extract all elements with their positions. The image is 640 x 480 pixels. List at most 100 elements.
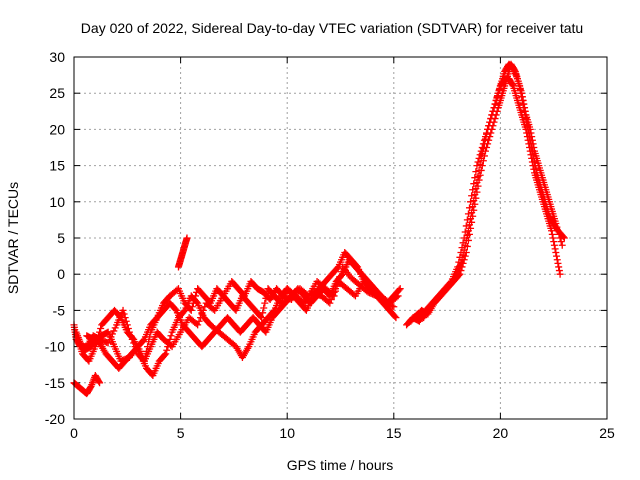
data-point	[508, 81, 516, 89]
y-tick-label: 15	[49, 158, 65, 174]
data-point	[116, 312, 124, 320]
data-point	[474, 182, 482, 190]
data-point	[493, 107, 501, 115]
y-tick-label: -20	[45, 411, 65, 427]
data-point	[95, 332, 103, 340]
data-point	[122, 317, 130, 325]
data-point	[531, 162, 539, 170]
data-point	[553, 256, 561, 264]
data-point	[327, 296, 335, 304]
data-point	[518, 96, 526, 104]
data-points	[70, 60, 568, 398]
data-point	[129, 334, 137, 342]
data-point	[481, 147, 489, 155]
data-point	[461, 228, 469, 236]
data-point	[391, 312, 399, 320]
data-point	[530, 154, 538, 162]
data-point	[467, 224, 475, 232]
data-point	[548, 227, 556, 235]
data-point	[171, 305, 179, 313]
data-point	[489, 122, 497, 130]
data-point	[486, 133, 494, 141]
data-point	[521, 107, 529, 115]
data-point	[518, 93, 526, 101]
y-tick-label: 10	[49, 194, 65, 210]
data-point	[460, 256, 468, 264]
data-point	[163, 346, 171, 354]
data-point	[469, 212, 477, 220]
data-point	[528, 147, 536, 155]
data-point	[165, 339, 173, 347]
data-point	[523, 118, 531, 126]
data-point	[521, 111, 529, 119]
data-point	[463, 216, 471, 224]
data-point	[457, 267, 465, 275]
data-point	[261, 299, 269, 307]
data-point	[258, 314, 266, 322]
data-point	[519, 100, 527, 108]
data-point	[471, 174, 479, 182]
data-point	[552, 248, 560, 256]
plot-frame	[73, 56, 608, 420]
data-point	[471, 200, 479, 208]
data-point	[484, 140, 492, 148]
data-point	[492, 111, 500, 119]
data-point	[97, 325, 105, 332]
data-point	[456, 270, 464, 278]
data-point	[548, 230, 556, 238]
data-point	[525, 129, 533, 137]
chart-title: Day 020 of 2022, Sidereal Day-to-day VTE…	[81, 20, 583, 36]
data-point	[467, 198, 475, 206]
data-point	[465, 204, 473, 212]
data-point	[161, 351, 169, 359]
data-point	[556, 270, 564, 278]
data-point	[550, 238, 558, 246]
data-point	[526, 133, 534, 141]
data-point	[458, 263, 466, 271]
data-point	[139, 337, 147, 345]
y-tick-label: 25	[49, 85, 65, 101]
data-point	[91, 343, 99, 351]
data-point	[119, 306, 127, 314]
data-point	[517, 89, 525, 97]
data-point	[473, 188, 481, 196]
x-tick-label: 25	[599, 425, 615, 441]
data-point	[338, 271, 346, 279]
data-point	[476, 171, 484, 179]
x-tick-label: 10	[279, 425, 295, 441]
data-point	[475, 176, 483, 184]
x-tick-label: 5	[177, 425, 185, 441]
data-point	[527, 140, 535, 148]
data-point	[532, 165, 540, 173]
data-point	[480, 152, 488, 160]
data-point	[516, 82, 524, 90]
data-point	[164, 343, 172, 351]
y-tick-label: 20	[49, 121, 65, 137]
data-point	[493, 93, 501, 101]
data-point	[259, 309, 267, 317]
data-point	[554, 259, 562, 267]
data-point	[483, 144, 491, 151]
y-tick-label: -10	[45, 339, 65, 355]
data-point	[195, 317, 203, 325]
data-point	[488, 125, 496, 133]
data-point	[490, 118, 498, 126]
data-point	[462, 248, 470, 256]
data-point	[104, 339, 112, 347]
data-point	[193, 298, 201, 306]
data-point	[455, 271, 463, 279]
x-tick-label: 15	[386, 425, 402, 441]
data-point	[479, 157, 487, 165]
data-point	[526, 136, 534, 144]
data-point	[86, 384, 94, 392]
data-point	[396, 285, 404, 293]
data-point	[470, 180, 478, 188]
data-point	[560, 234, 568, 242]
data-point	[524, 125, 532, 133]
data-point	[468, 218, 476, 226]
data-point	[531, 158, 539, 166]
data-point	[464, 236, 472, 244]
data-point	[110, 327, 118, 335]
data-point	[511, 66, 519, 74]
